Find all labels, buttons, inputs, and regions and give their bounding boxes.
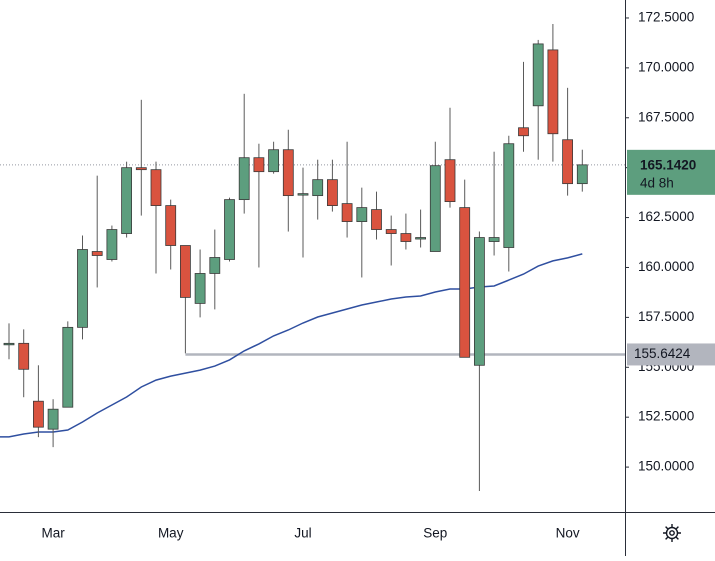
candle-body (106, 229, 118, 260)
settings-icon[interactable] (663, 524, 681, 542)
candle-body (488, 237, 500, 242)
candle-body (341, 203, 353, 222)
y-tick-label: 170.0000 (638, 59, 694, 74)
candle-body (150, 169, 162, 206)
level-label: 155.6424 (634, 346, 691, 361)
candle-body (209, 257, 221, 274)
y-tick-label: 152.5000 (638, 409, 694, 424)
y-tick-label: 150.0000 (638, 459, 694, 474)
candle-body (62, 326, 74, 408)
candle-body (371, 209, 382, 230)
candle-body (18, 342, 30, 370)
candle-body (165, 205, 177, 246)
candle-body (385, 229, 397, 234)
candle-body (268, 149, 280, 173)
x-tick-label: Mar (41, 526, 65, 541)
y-tick-label: 157.5000 (638, 309, 694, 324)
candle-body (3, 342, 15, 346)
candle-body (326, 179, 338, 206)
candle-body (444, 159, 456, 203)
candle-body (518, 127, 529, 137)
x-tick-label: Nov (556, 526, 580, 541)
candle-body (238, 157, 250, 201)
settings-gear-hub (669, 530, 675, 536)
candle-body (47, 408, 59, 430)
y-tick-label: 160.0000 (638, 259, 694, 274)
settings-gear-ring (665, 526, 679, 540)
candle-body (503, 143, 515, 248)
x-tick-label: Sep (423, 526, 447, 541)
candle-body (297, 193, 309, 196)
candle-body (532, 43, 544, 107)
candle-body (77, 249, 88, 328)
candle-body (356, 207, 368, 222)
last-price-box (627, 149, 715, 195)
candle-body (547, 49, 559, 135)
candle-body (459, 207, 471, 358)
candle-body (562, 139, 573, 185)
x-tick-label: May (158, 526, 184, 541)
candle-body (253, 157, 265, 173)
candle-body (33, 400, 44, 428)
x-tick-label: Jul (294, 526, 311, 541)
candle-body (429, 165, 441, 252)
last-price-label: 165.1420 (640, 157, 696, 172)
countdown-label: 4d 8h (640, 175, 674, 190)
candle-body (121, 167, 132, 234)
candle-body (576, 164, 588, 185)
candle-body (415, 237, 427, 240)
settings-gear-teeth (663, 524, 681, 542)
candle-body (473, 237, 485, 366)
candle-body (194, 273, 206, 304)
level-label-box (627, 343, 715, 366)
y-tick-label: 162.5000 (638, 209, 694, 224)
y-tick-label: 167.5000 (638, 109, 694, 124)
candle-body (312, 179, 324, 197)
candle-body (135, 167, 147, 171)
y-tick-label: 172.5000 (638, 10, 694, 25)
candle-body (282, 149, 294, 197)
candle-body (400, 233, 412, 242)
candle-body (91, 251, 103, 256)
candle-body (179, 245, 191, 298)
candle-body (224, 199, 235, 260)
